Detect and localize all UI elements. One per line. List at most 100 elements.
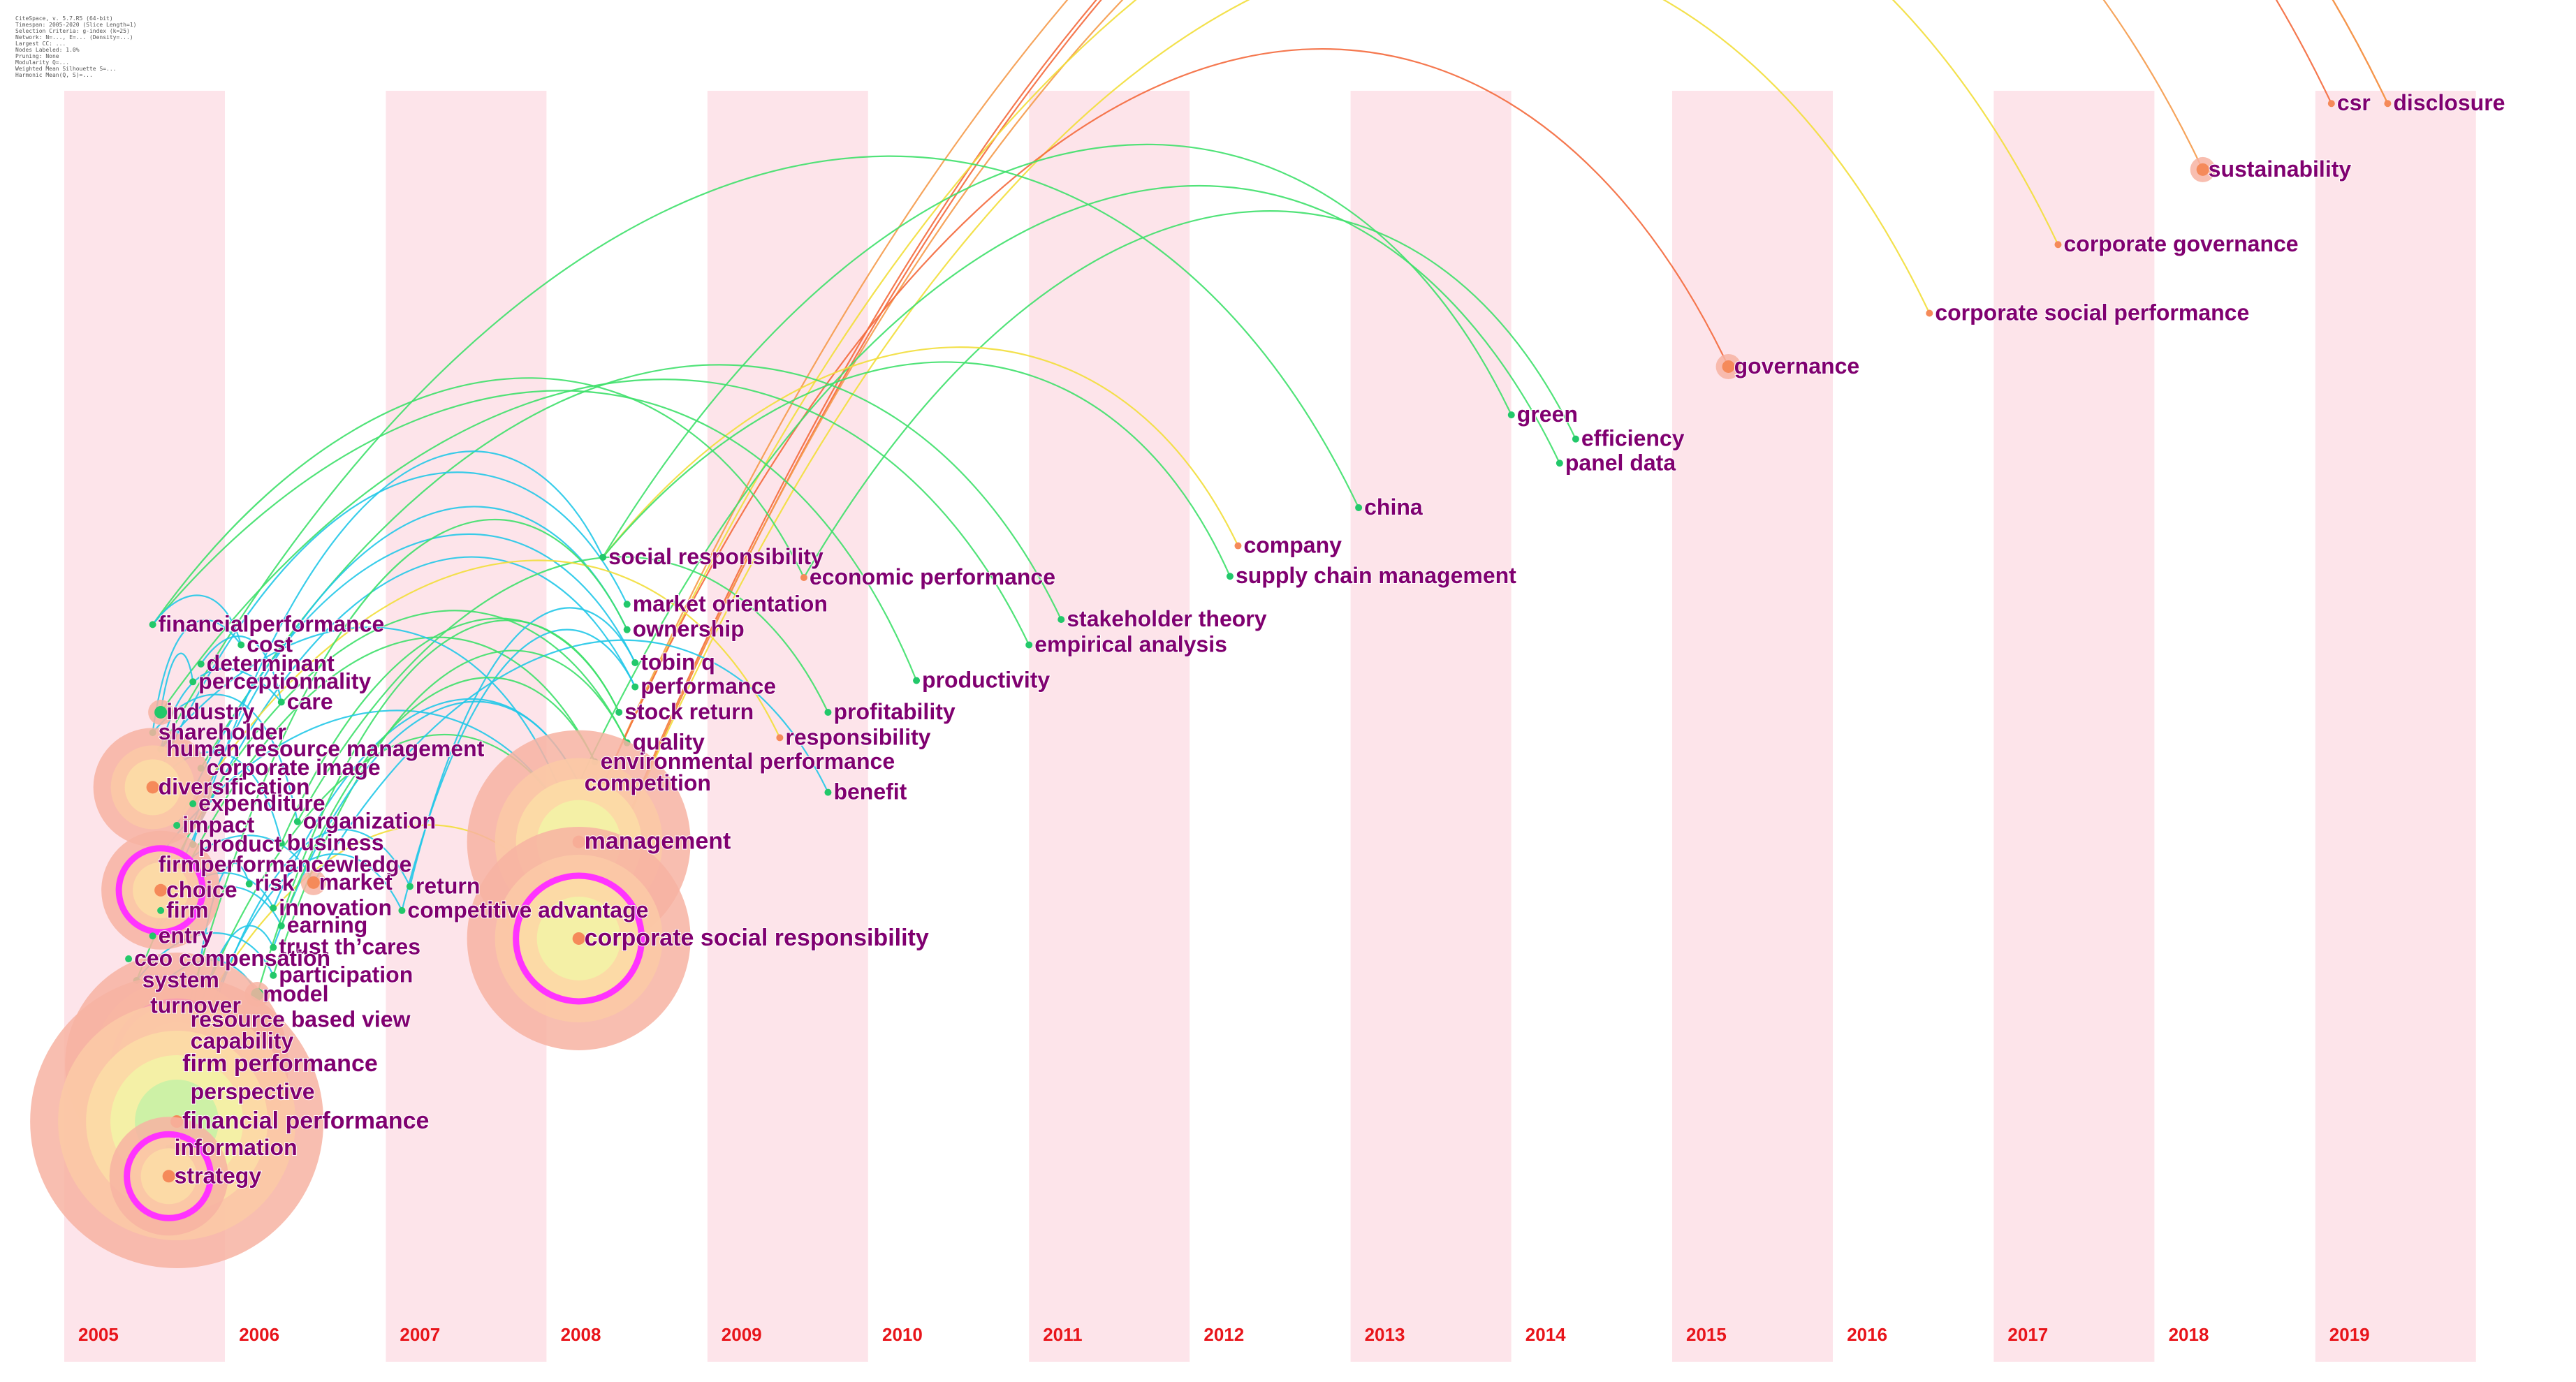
node-label-entry[interactable]: entry [158,922,214,948]
node-label-perceptionnality[interactable]: perceptionnality [198,668,372,694]
node-efficiency[interactable] [1572,435,1579,443]
node-label-firm_performance[interactable]: firm performance [182,1050,379,1078]
node-label-financialperformance[interactable]: financialperformance [158,610,386,637]
node-label-management[interactable]: management [584,828,732,855]
node-label-market_orientation[interactable]: market orientation [632,590,828,617]
node-care[interactable] [277,698,285,706]
node-label-tobin_q[interactable]: tobin q [640,649,716,675]
node-label-stock_return[interactable]: stock return [624,698,754,725]
node-label-industry[interactable]: industry [166,698,255,725]
node-label-innovation[interactable]: innovation [278,894,393,920]
node-label-corporate_image[interactable]: corporate image [206,754,381,781]
node-label-financial_performance[interactable]: financial performance [182,1107,430,1135]
node-label-human_resource_management[interactable]: human resource management [166,735,485,762]
node-label-china[interactable]: china [1363,494,1424,520]
node-label-information[interactable]: information [174,1134,298,1161]
node-label-profitability[interactable]: profitability [833,698,956,725]
node-company[interactable] [1234,542,1242,550]
node-label-return[interactable]: return [415,872,481,899]
node-label-market[interactable]: market [319,869,393,895]
node-label-resource_based_view[interactable]: resource based view [190,1006,411,1032]
node-social_responsibility[interactable] [599,553,607,561]
node-earning[interactable] [277,922,285,929]
node-label-governance[interactable]: governance [1734,353,1861,379]
node-label-efficiency[interactable]: efficiency [1581,425,1685,452]
node-green[interactable] [1507,411,1515,419]
node-return[interactable] [406,883,414,890]
node-corporate_governance[interactable] [2054,241,2062,249]
node-label-participation[interactable]: participation [278,962,414,988]
node-market_orientation[interactable] [623,601,631,608]
node-participation[interactable] [270,971,277,979]
node-label-company[interactable]: company [1243,532,1342,559]
node-label-disclosure[interactable]: disclosure [2392,89,2505,116]
node-label-choice[interactable]: choice [166,876,237,903]
node-empirical_analysis[interactable] [1025,641,1033,649]
node-economic_performance[interactable] [800,574,807,582]
node-label-environmental_performance[interactable]: environmental performance [600,748,895,774]
node-label-diversification[interactable]: diversification [158,773,311,800]
node-market[interactable] [300,869,326,895]
node-label-turnover[interactable]: turnover [149,992,242,1018]
node-choice[interactable] [101,830,221,950]
node-ceo_compensation[interactable] [125,955,133,963]
node-perceptionnality[interactable] [189,678,197,686]
node-label-risk[interactable]: risk [254,870,295,897]
node-label-firm[interactable]: firm [166,897,209,923]
node-label-corporate_social_responsibility[interactable]: corporate social responsibility [584,924,930,952]
node-label-economic_performance[interactable]: economic performance [809,564,1056,590]
node-ownership[interactable] [623,626,631,633]
node-cost[interactable] [237,641,245,649]
node-label-product[interactable]: product [198,830,282,857]
node-label-earning[interactable]: earning [286,912,369,939]
node-innovation[interactable] [270,904,277,912]
node-label-strategy[interactable]: strategy [174,1162,263,1189]
node-label-shareholder[interactable]: shareholder [158,719,287,745]
node-firm[interactable] [157,906,165,914]
node-label-stakeholder_theory[interactable]: stakeholder theory [1066,605,1268,632]
node-label-green[interactable]: green [1516,401,1579,427]
node-label-firmperformancewledge[interactable]: firmperformancewledge [158,851,413,877]
node-label-business[interactable]: business [286,829,385,855]
node-label-productivity[interactable]: productivity [921,666,1051,693]
node-label-organization[interactable]: organization [302,808,437,835]
node-label-ownership[interactable]: ownership [632,616,745,642]
node-label-empirical_analysis[interactable]: empirical analysis [1034,631,1228,658]
node-strategy[interactable] [109,1117,228,1236]
node-corporate_social_responsibility[interactable] [467,826,691,1050]
node-tobin_q[interactable] [631,659,639,666]
node-business[interactable] [277,839,285,847]
node-risk[interactable] [245,880,253,888]
node-label-supply_chain_management[interactable]: supply chain management [1235,562,1517,589]
node-label-expenditure[interactable]: expenditure [198,790,325,816]
node-diversification[interactable] [93,728,212,847]
node-label-capability[interactable]: capability [190,1027,295,1054]
node-label-social_responsibility[interactable]: social responsibility [608,543,824,570]
node-label-quality[interactable]: quality [632,729,705,756]
node-governance[interactable] [1715,353,1741,379]
node-competitive_advantage[interactable] [398,906,406,914]
node-benefit[interactable] [824,788,832,796]
node-organization[interactable] [293,818,301,825]
node-panel_data[interactable] [1556,460,1563,467]
node-label-perspective[interactable]: perspective [190,1078,316,1105]
node-label-model[interactable]: model [262,980,329,1007]
node-label-cost[interactable]: cost [246,631,293,658]
node-label-determinant[interactable]: determinant [206,650,335,677]
node-label-sustainability[interactable]: sustainability [2208,156,2352,182]
node-trust_thcares[interactable] [270,943,277,951]
node-productivity[interactable] [913,677,921,684]
node-label-competition[interactable]: competition [584,770,712,796]
node-supply_chain_management[interactable] [1226,573,1234,580]
node-label-panel_data[interactable]: panel data [1565,449,1676,476]
node-stakeholder_theory[interactable] [1058,616,1065,624]
node-china[interactable] [1355,503,1363,511]
node-expenditure[interactable] [189,800,197,808]
node-performance[interactable] [631,683,639,691]
node-entry[interactable] [149,932,156,940]
node-label-system[interactable]: system [142,966,220,993]
node-label-corporate_social_performance[interactable]: corporate social performance [1934,300,2250,326]
node-label-competitive_advantage[interactable]: competitive advantage [407,897,649,923]
node-label-impact[interactable]: impact [182,811,255,838]
node-label-responsibility[interactable]: responsibility [784,723,931,750]
